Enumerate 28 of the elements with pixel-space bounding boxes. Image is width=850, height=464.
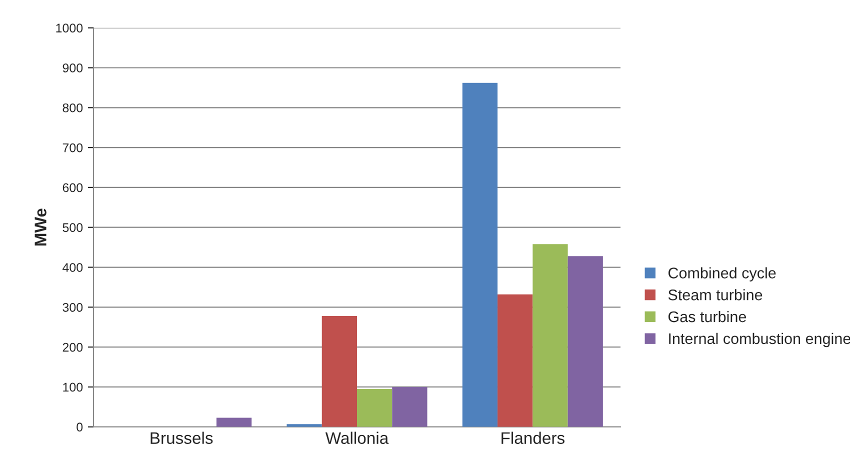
y-axis-title: MWe	[34, 208, 46, 246]
y-tick-label: 900	[62, 64, 83, 72]
bar	[532, 244, 568, 427]
bar	[322, 316, 357, 427]
y-tick-label: 800	[62, 103, 83, 112]
y-tick-label: 500	[62, 223, 83, 232]
legend-label: Steam turbine	[668, 289, 762, 300]
bar	[462, 82, 498, 427]
bar	[568, 256, 603, 427]
legend-label: Combined cycle	[668, 267, 776, 282]
y-tick-label: 0	[76, 422, 83, 432]
legend-label: Internal combustion engine	[669, 332, 850, 348]
legend-label: Gas turbine	[668, 310, 746, 322]
bar	[357, 388, 392, 427]
y-tick-label: 1000	[56, 24, 83, 32]
x-tick-label: Wallonia	[325, 432, 389, 444]
bar	[286, 424, 322, 427]
y-tick-label: 700	[62, 143, 83, 152]
bar	[498, 294, 533, 427]
bar	[216, 418, 252, 427]
y-tick-label: 400	[62, 263, 83, 272]
y-tick-label: 200	[62, 342, 83, 352]
y-tick-label: 300	[62, 302, 83, 312]
y-tick-label: 600	[62, 183, 83, 192]
y-tick-label: 100	[63, 382, 83, 392]
x-tick-label: Brussels	[150, 432, 213, 444]
bar	[392, 386, 428, 427]
x-tick-label: Flanders	[502, 432, 564, 444]
